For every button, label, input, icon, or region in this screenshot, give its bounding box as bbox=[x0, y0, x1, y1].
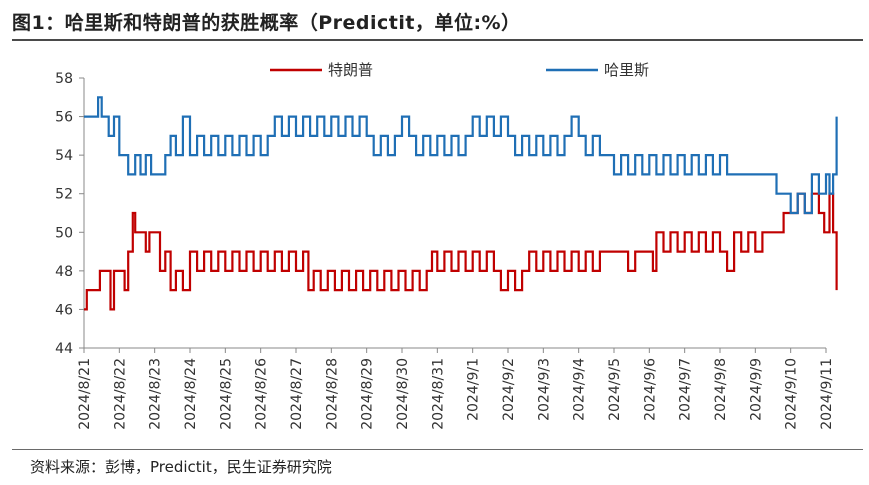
page-title: 图1：哈里斯和特朗普的获胜概率（Predictit，单位:%） bbox=[12, 12, 521, 34]
x-tick-label: 2024/8/22 bbox=[112, 358, 128, 430]
y-tick-label: 54 bbox=[55, 148, 73, 164]
y-tick-label: 48 bbox=[55, 264, 73, 280]
source-divider bbox=[12, 449, 863, 450]
x-tick-label: 2024/8/23 bbox=[148, 358, 164, 430]
y-tick-label: 50 bbox=[55, 225, 73, 241]
x-tick-label: 2024/8/28 bbox=[324, 358, 340, 430]
series-line-harris bbox=[84, 96, 838, 215]
chart-series bbox=[84, 96, 838, 311]
x-tick-label: 2024/8/27 bbox=[289, 358, 305, 430]
y-tick-label: 44 bbox=[55, 341, 73, 357]
x-tick-label: 2024/9/11 bbox=[819, 358, 835, 430]
x-tick-label: 2024/9/7 bbox=[678, 358, 694, 421]
chart-legend: 特朗普 哈里斯 bbox=[270, 61, 649, 79]
x-tick-label: 2024/8/26 bbox=[254, 358, 270, 430]
x-tick-label: 2024/9/3 bbox=[536, 358, 552, 421]
legend-label: 特朗普 bbox=[328, 61, 373, 79]
x-tick-label: 2024/8/25 bbox=[218, 358, 234, 430]
x-tick-label: 2024/8/29 bbox=[360, 358, 376, 430]
y-tick-label: 56 bbox=[55, 110, 73, 126]
x-tick-label: 2024/9/4 bbox=[572, 358, 588, 421]
x-tick-label: 2024/8/31 bbox=[430, 358, 446, 430]
y-tick-label: 52 bbox=[55, 187, 73, 203]
legend-label: 哈里斯 bbox=[604, 61, 649, 79]
x-tick-label: 2024/9/10 bbox=[784, 358, 800, 430]
x-tick-label: 2024/9/1 bbox=[466, 358, 482, 421]
x-tick-label: 2024/8/30 bbox=[395, 358, 411, 430]
x-tick-label: 2024/8/21 bbox=[77, 358, 93, 430]
y-tick-label: 46 bbox=[55, 302, 73, 318]
x-tick-label: 2024/9/6 bbox=[642, 358, 658, 421]
x-tick-label: 2024/9/5 bbox=[607, 358, 623, 421]
title-divider bbox=[12, 39, 863, 41]
x-tick-label: 2024/8/24 bbox=[183, 358, 199, 430]
x-tick-label: 2024/9/8 bbox=[713, 358, 729, 421]
x-tick-label: 2024/9/2 bbox=[501, 358, 517, 421]
y-tick-label: 58 bbox=[55, 71, 73, 87]
chart-axes: 44 46 48 50 52 54 56 58 2024/8/21 2024/8/22 2024/8… bbox=[55, 71, 835, 430]
x-tick-label: 2024/9/9 bbox=[748, 358, 764, 421]
source-note: 资料来源：彭博，Predictit，民生证券研究院 bbox=[30, 458, 332, 476]
series-line-trump bbox=[84, 192, 838, 311]
